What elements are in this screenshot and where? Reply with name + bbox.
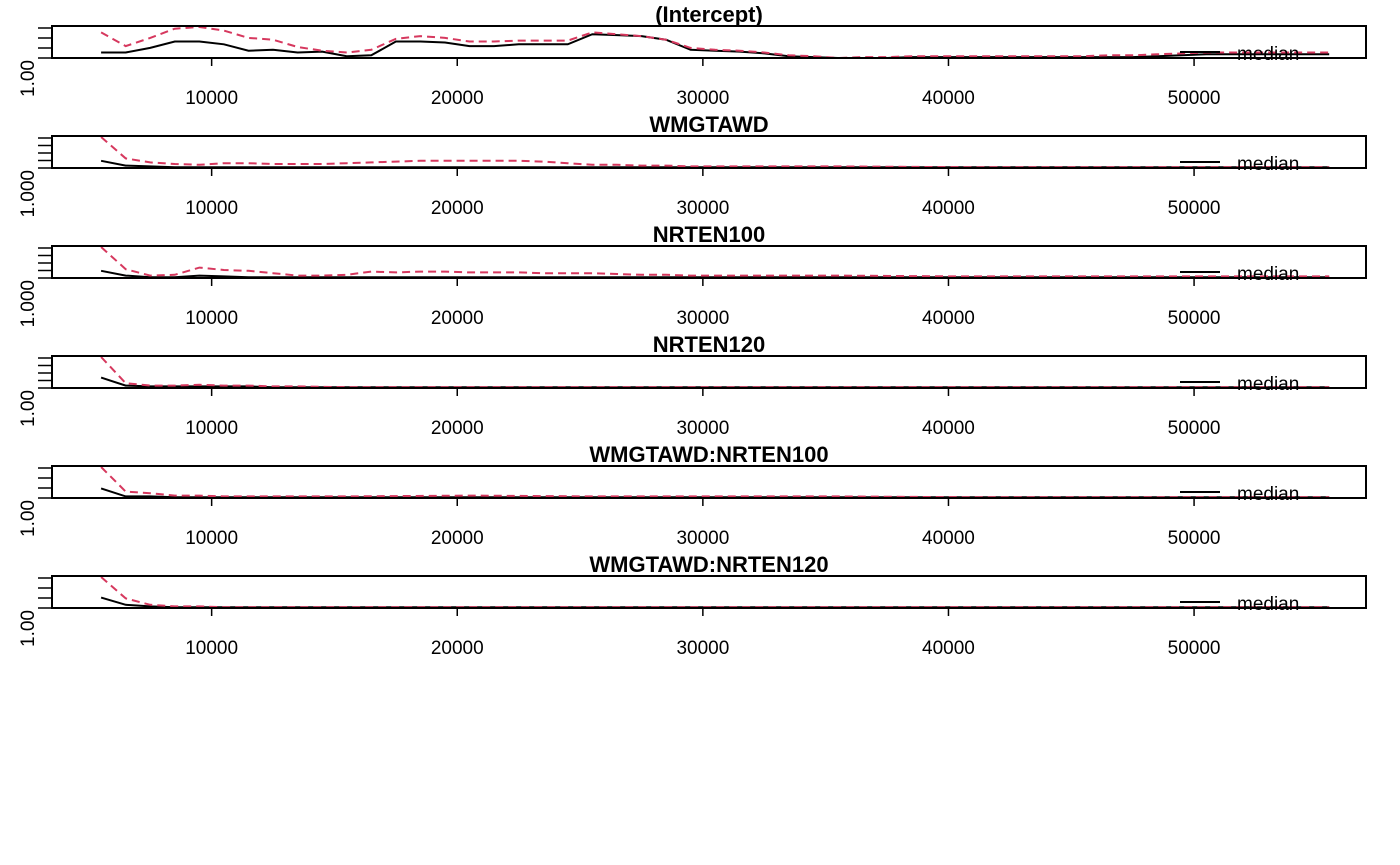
chart-panel: WMGTAWD:NRTEN120 10000 20000 30000 40000 5000… [18, 552, 1367, 659]
x-tick-label: 10000 [185, 528, 238, 549]
chart-panel: WMGTAWD:NRTEN100 10000 20000 30000 40000 5000… [18, 442, 1367, 549]
x-tick-label: 30000 [676, 418, 729, 439]
x-tick-label: 40000 [922, 528, 975, 549]
x-tick-label: 10000 [185, 638, 238, 659]
x-tick-label: 10000 [185, 198, 238, 219]
y-tick-label: 1.00 [18, 500, 39, 537]
legend-median-label: median [1237, 594, 1299, 615]
series-line-dashed [100, 246, 1330, 278]
y-tick-label: 1.00 [18, 610, 39, 647]
x-tick-label: 50000 [1168, 418, 1221, 439]
x-tick-label: 40000 [922, 638, 975, 659]
x-tick-label: 30000 [676, 528, 729, 549]
chart-title: NRTEN100 [653, 222, 765, 247]
x-tick-label: 40000 [922, 198, 975, 219]
chart-title: NRTEN120 [653, 332, 765, 357]
x-tick-label: 20000 [431, 418, 484, 439]
x-tick-label: 10000 [185, 308, 238, 329]
x-tick-label: 20000 [431, 638, 484, 659]
chart-panel: NRTEN100 10000 20000 30000 40000 50000 1.000 me… [18, 222, 1367, 329]
plot-frame [51, 135, 1367, 169]
legend-median-label: median [1237, 44, 1299, 65]
chart-panel: (Intercept) 10000 20000 30000 40000 50000 1.00… [18, 2, 1367, 109]
x-tick-label: 20000 [431, 198, 484, 219]
y-tick-label: 1.00 [18, 60, 39, 97]
series-line-dashed [100, 576, 1330, 609]
plot-frame [51, 575, 1367, 609]
chart-title: (Intercept) [655, 2, 763, 27]
x-tick-label: 50000 [1168, 638, 1221, 659]
legend-median-label: median [1237, 264, 1299, 285]
plot-frame [51, 245, 1367, 279]
x-tick-label: 20000 [431, 528, 484, 549]
x-tick-label: 50000 [1168, 198, 1221, 219]
chart-panel: NRTEN120 10000 20000 30000 40000 50000 1.00 med… [18, 332, 1367, 439]
x-tick-label: 30000 [676, 308, 729, 329]
chart-title: WMGTAWD:NRTEN120 [589, 552, 828, 577]
chart-title: WMGTAWD [649, 112, 768, 137]
series-line-dashed [100, 466, 1330, 499]
chart-title: WMGTAWD:NRTEN100 [589, 442, 828, 467]
legend-median-label: median [1237, 484, 1299, 505]
y-tick-label: 1.000 [18, 280, 39, 328]
x-tick-label: 50000 [1168, 88, 1221, 109]
x-tick-label: 30000 [676, 638, 729, 659]
legend-median-label: median [1237, 154, 1299, 175]
plot-frame [51, 465, 1367, 499]
plot-frame [51, 25, 1367, 59]
x-tick-label: 50000 [1168, 308, 1221, 329]
x-tick-label: 20000 [431, 88, 484, 109]
series-line-dashed [100, 356, 1330, 389]
x-tick-label: 30000 [676, 198, 729, 219]
x-tick-label: 10000 [185, 88, 238, 109]
x-tick-label: 30000 [676, 88, 729, 109]
x-tick-label: 50000 [1168, 528, 1221, 549]
y-tick-label: 1.000 [18, 170, 39, 218]
series-line-dashed [100, 25, 1330, 60]
series-line-median [100, 159, 1330, 169]
x-tick-label: 40000 [922, 88, 975, 109]
plot-frame [51, 355, 1367, 389]
chart-panel: WMGTAWD 10000 20000 30000 40000 50000 1.000 med… [18, 112, 1367, 219]
legend-median-label: median [1237, 374, 1299, 395]
x-tick-label: 40000 [922, 418, 975, 439]
x-tick-label: 40000 [922, 308, 975, 329]
x-tick-label: 10000 [185, 418, 238, 439]
series-line-median [100, 596, 1330, 609]
y-tick-label: 1.00 [18, 390, 39, 427]
x-tick-label: 20000 [431, 308, 484, 329]
series-line-dashed [100, 136, 1330, 169]
